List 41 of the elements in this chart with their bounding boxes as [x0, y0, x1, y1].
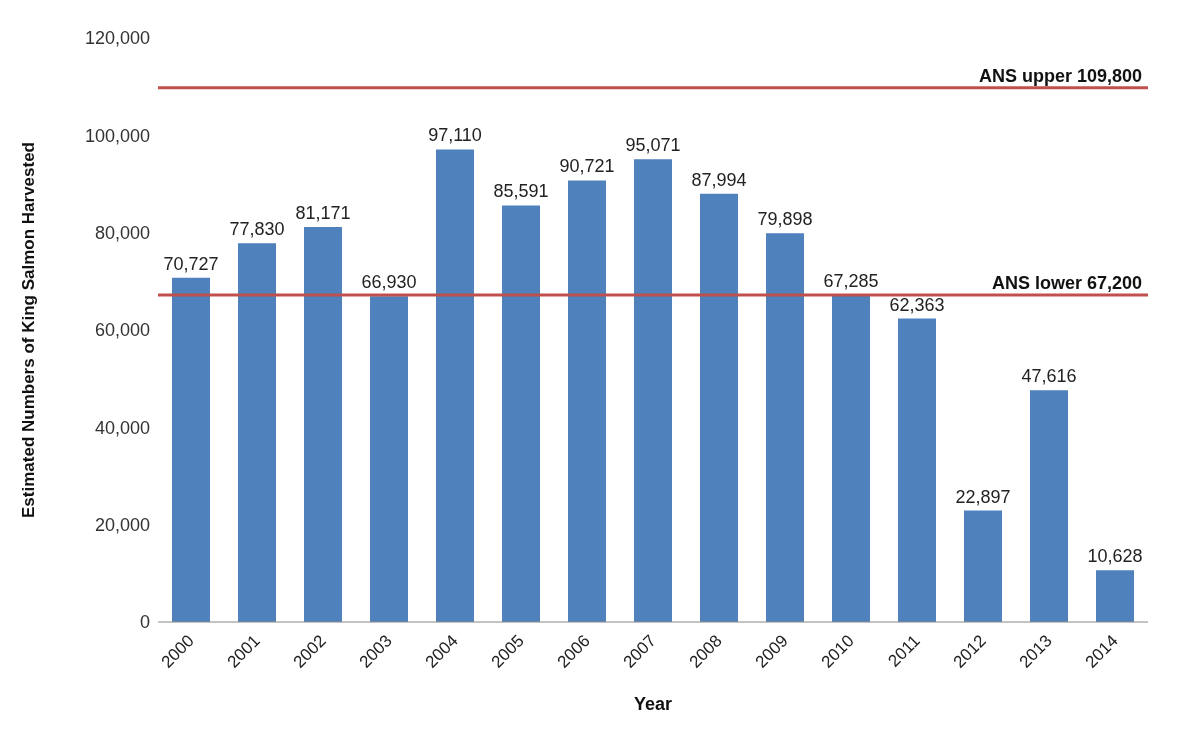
bar: [832, 294, 870, 622]
bar: [634, 159, 672, 622]
ref-line-label: ANS lower 67,200: [991, 272, 1142, 293]
y-tick-label: 120,000: [84, 28, 150, 49]
data-label: 22,897: [955, 486, 1011, 507]
bar: [1030, 390, 1068, 622]
bar: [700, 193, 738, 622]
data-label: 87,994: [691, 169, 747, 190]
bar: [436, 149, 474, 622]
data-label: 85,591: [493, 181, 549, 202]
bar: [370, 296, 408, 622]
y-tick-label: 80,000: [94, 223, 150, 244]
y-tick-label: 60,000: [94, 320, 150, 341]
bar: [1096, 570, 1134, 622]
data-label: 77,830: [229, 219, 285, 240]
data-label: 66,930: [361, 272, 417, 293]
bar: [238, 243, 276, 622]
bar: [172, 277, 210, 622]
y-tick-label: 100,000: [84, 125, 150, 146]
data-label: 10,628: [1087, 546, 1143, 567]
x-axis-title: Year: [633, 694, 673, 714]
data-label: 67,285: [823, 270, 879, 291]
y-tick-label: 0: [139, 612, 150, 633]
bar: [304, 226, 342, 622]
data-label: 90,721: [559, 156, 615, 177]
data-label: 97,110: [428, 125, 482, 146]
ref-line-label: ANS upper 109,800: [978, 65, 1142, 86]
bar: [898, 318, 936, 622]
bar: [964, 510, 1002, 622]
data-label: 70,727: [163, 253, 219, 274]
data-label: 79,898: [757, 209, 813, 230]
bar: [502, 205, 540, 622]
bar: [568, 180, 606, 622]
y-tick-label: 20,000: [94, 515, 150, 536]
y-tick-label: 40,000: [94, 417, 150, 438]
y-axis-title: Estimated Numbers of King Salmon Harvested: [19, 142, 39, 518]
data-label: 47,616: [1021, 366, 1077, 387]
data-label: 81,171: [295, 202, 351, 223]
data-label: 95,071: [625, 135, 681, 156]
bar: [766, 233, 804, 622]
data-label: 62,363: [889, 294, 945, 315]
